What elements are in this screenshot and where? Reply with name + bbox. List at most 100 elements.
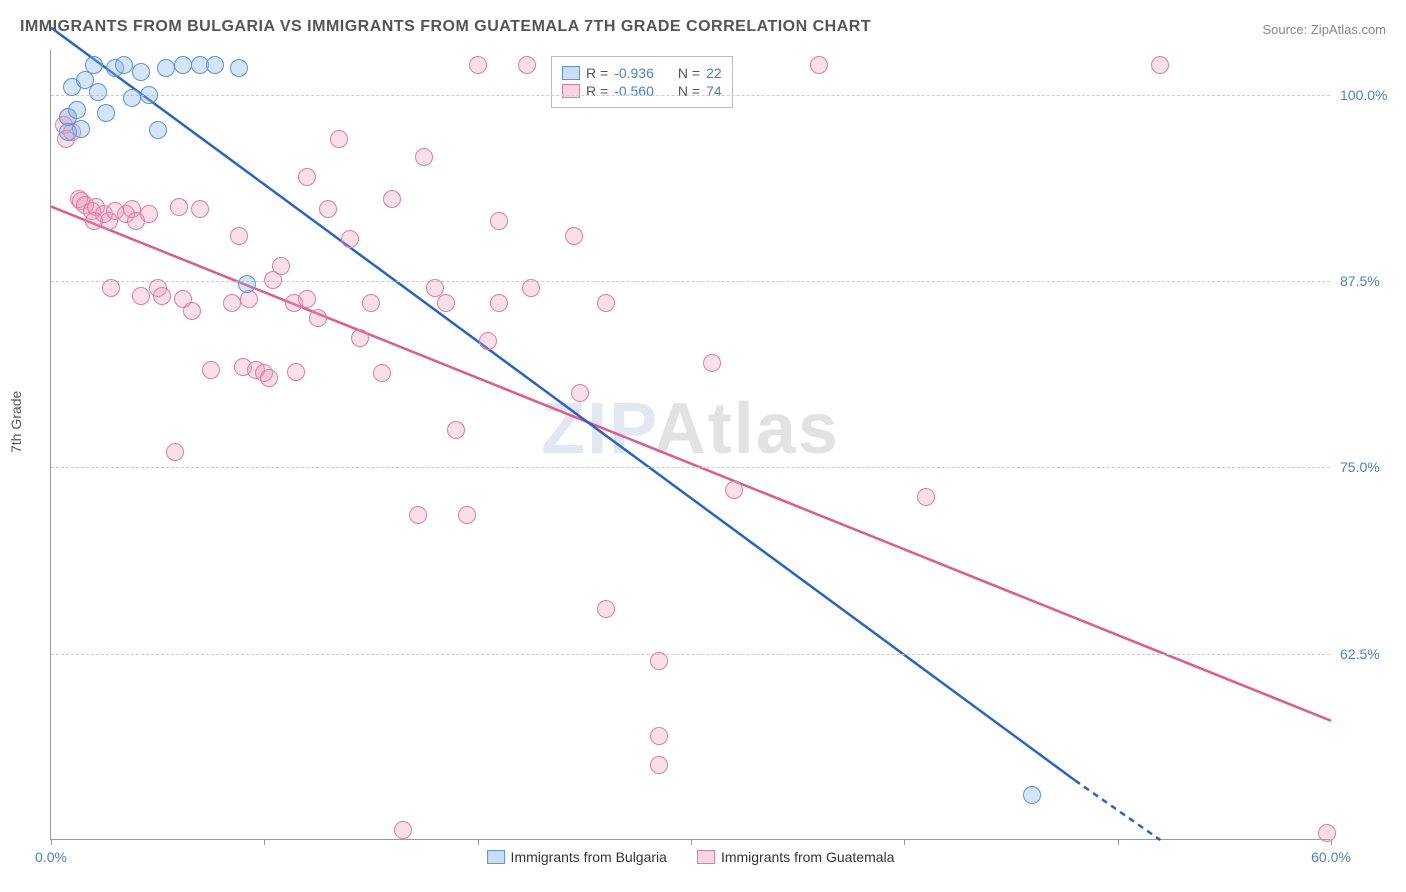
scatter-point-bulgaria (132, 63, 150, 81)
gridline-h (51, 467, 1330, 468)
guatemala-r-value: -0.560 (614, 83, 654, 99)
scatter-point-guatemala (309, 309, 327, 327)
scatter-point-guatemala (479, 332, 497, 350)
x-tick (904, 839, 905, 845)
x-tick-label: 0.0% (35, 849, 67, 865)
x-tick (1118, 839, 1119, 845)
bulgaria-n-value: 22 (706, 65, 722, 81)
scatter-point-guatemala (597, 294, 615, 312)
swatch-guatemala-icon (697, 850, 715, 864)
watermark: ZIPAtlas (541, 388, 840, 470)
y-axis-title: 7th Grade (8, 391, 24, 453)
scatter-point-guatemala (518, 56, 536, 74)
scatter-point-guatemala (650, 652, 668, 670)
legend-item-guatemala: Immigrants from Guatemala (697, 849, 895, 865)
scatter-point-guatemala (650, 756, 668, 774)
scatter-point-guatemala (437, 294, 455, 312)
scatter-point-guatemala (571, 384, 589, 402)
scatter-point-guatemala (725, 481, 743, 499)
legend-label-bulgaria: Immigrants from Bulgaria (511, 849, 667, 865)
x-tick (478, 839, 479, 845)
scatter-point-guatemala (166, 443, 184, 461)
bulgaria-r-value: -0.936 (614, 65, 654, 81)
scatter-point-bulgaria (174, 56, 192, 74)
scatter-point-guatemala (409, 506, 427, 524)
swatch-bulgaria-icon (487, 850, 505, 864)
x-tick (264, 839, 265, 845)
swatch-guatemala (562, 84, 580, 98)
scatter-point-guatemala (272, 257, 290, 275)
legend-item-bulgaria: Immigrants from Bulgaria (487, 849, 667, 865)
watermark-atlas: Atlas (654, 389, 840, 469)
scatter-point-guatemala (1151, 56, 1169, 74)
scatter-point-guatemala (106, 202, 124, 220)
scatter-point-guatemala (341, 230, 359, 248)
y-tick-label: 62.5% (1340, 646, 1400, 662)
source-attribution: Source: ZipAtlas.com (1262, 22, 1386, 37)
scatter-point-guatemala (362, 294, 380, 312)
scatter-point-guatemala (565, 227, 583, 245)
scatter-point-bulgaria (238, 275, 256, 293)
guatemala-n-value: 74 (706, 83, 722, 99)
scatter-point-guatemala (330, 130, 348, 148)
scatter-point-bulgaria (206, 56, 224, 74)
scatter-point-guatemala (319, 200, 337, 218)
swatch-bulgaria (562, 66, 580, 80)
scatter-point-guatemala (458, 506, 476, 524)
scatter-point-bulgaria (85, 56, 103, 74)
scatter-point-guatemala (298, 168, 316, 186)
correlation-legend: R = -0.936 N = 22 R = -0.560 N = 74 (551, 56, 733, 108)
y-tick-label: 87.5% (1340, 273, 1400, 289)
scatter-point-guatemala (415, 148, 433, 166)
y-tick-label: 100.0% (1340, 87, 1400, 103)
scatter-point-bulgaria (149, 121, 167, 139)
scatter-point-guatemala (230, 227, 248, 245)
scatter-point-guatemala (597, 600, 615, 618)
r-label: R = (586, 83, 608, 99)
scatter-point-guatemala (127, 212, 145, 230)
x-tick (691, 839, 692, 845)
gridline-h (51, 95, 1330, 96)
scatter-point-guatemala (287, 363, 305, 381)
scatter-point-guatemala (490, 212, 508, 230)
trend-lines-layer (51, 50, 1330, 839)
y-tick-label: 75.0% (1340, 459, 1400, 475)
scatter-point-guatemala (202, 361, 220, 379)
scatter-point-guatemala (102, 279, 120, 297)
scatter-point-guatemala (522, 279, 540, 297)
n-label: N = (678, 83, 700, 99)
plot-area: ZIPAtlas R = -0.936 N = 22 R = -0.560 N … (50, 50, 1330, 840)
scatter-point-guatemala (170, 198, 188, 216)
trend-line (51, 28, 1075, 781)
scatter-point-guatemala (447, 421, 465, 439)
scatter-point-bulgaria (157, 59, 175, 77)
n-label: N = (678, 65, 700, 81)
watermark-zip: ZIP (541, 389, 654, 469)
scatter-point-guatemala (917, 488, 935, 506)
legend-row-guatemala: R = -0.560 N = 74 (562, 83, 722, 99)
x-tick (51, 839, 52, 845)
scatter-point-guatemala (153, 287, 171, 305)
legend-row-bulgaria: R = -0.936 N = 22 (562, 65, 722, 81)
scatter-point-guatemala (650, 727, 668, 745)
scatter-point-bulgaria (97, 104, 115, 122)
legend-label-guatemala: Immigrants from Guatemala (721, 849, 895, 865)
scatter-point-guatemala (383, 190, 401, 208)
scatter-point-bulgaria (123, 89, 141, 107)
scatter-point-guatemala (85, 212, 103, 230)
scatter-point-bulgaria (1023, 786, 1041, 804)
scatter-point-guatemala (191, 200, 209, 218)
scatter-point-bulgaria (115, 56, 133, 74)
scatter-point-bulgaria (140, 86, 158, 104)
scatter-point-guatemala (810, 56, 828, 74)
scatter-point-bulgaria (230, 59, 248, 77)
chart-title: IMMIGRANTS FROM BULGARIA VS IMMIGRANTS F… (20, 18, 871, 36)
scatter-point-guatemala (298, 290, 316, 308)
scatter-point-bulgaria (59, 123, 77, 141)
scatter-point-guatemala (260, 369, 278, 387)
scatter-point-guatemala (490, 294, 508, 312)
scatter-point-guatemala (394, 821, 412, 839)
scatter-point-guatemala (183, 302, 201, 320)
r-label: R = (586, 65, 608, 81)
scatter-point-guatemala (373, 364, 391, 382)
